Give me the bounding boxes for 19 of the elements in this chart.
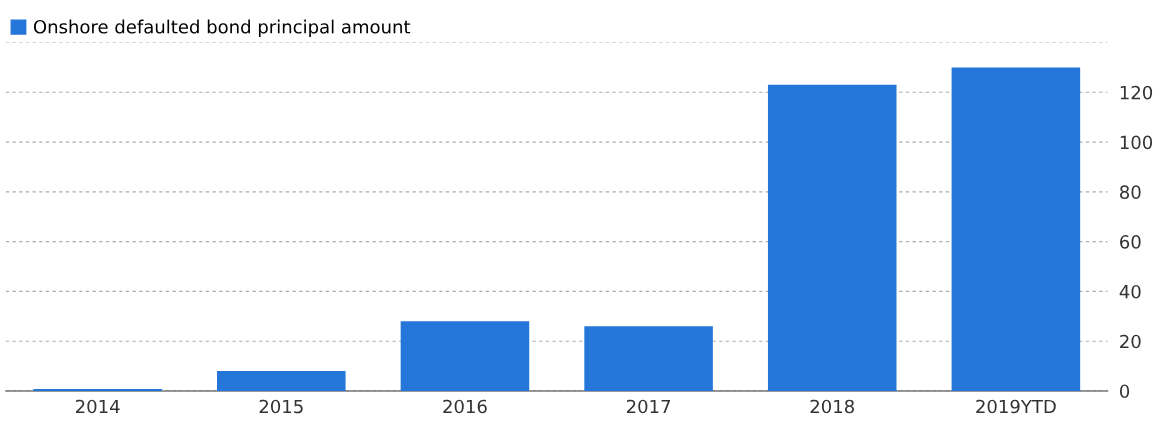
x-tick-label: 2017 <box>626 399 671 414</box>
legend-label: Onshore defaulted bond principal amount <box>33 19 411 38</box>
y-tick-label: 120 <box>1120 85 1153 100</box>
y-tick-label: 60 <box>1120 235 1141 249</box>
y-tick-label: 40 <box>1119 284 1141 299</box>
x-tick-label: 2018 <box>810 399 854 414</box>
bar <box>400 321 530 391</box>
y-tick-label: 80 <box>1120 185 1141 199</box>
x-tick-label: 2015 <box>259 399 303 414</box>
bar <box>584 326 713 391</box>
bar <box>767 84 897 391</box>
x-tick-label: 2019YTD <box>976 399 1056 414</box>
bar <box>951 67 1081 391</box>
y-tick-label: 100 <box>1120 135 1153 150</box>
x-tick-label: 2014 <box>76 399 120 414</box>
bar <box>217 371 346 391</box>
x-tick-label: 2016 <box>443 399 487 414</box>
y-tick-label: 0 <box>1120 384 1130 399</box>
y-tick-label: 20 <box>1120 334 1141 349</box>
